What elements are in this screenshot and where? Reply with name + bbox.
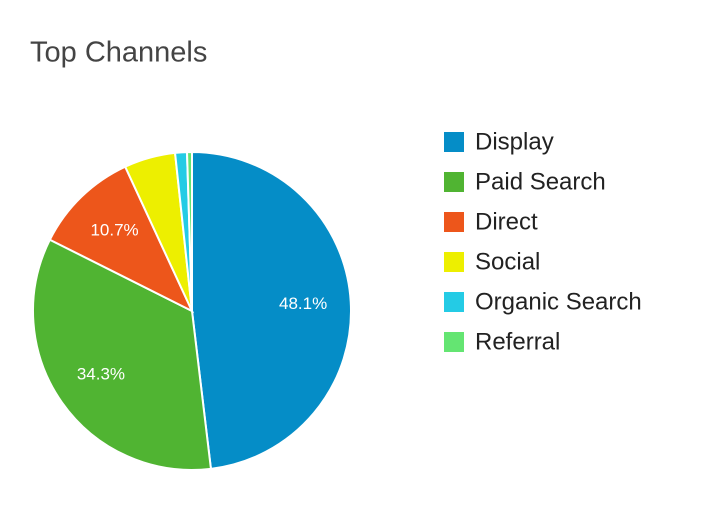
data-label: 10.7% [90,221,138,240]
legend-label: Display [475,128,554,155]
legend-swatch [444,172,464,192]
chart-title: Top Channels [30,37,207,69]
data-label: 48.1% [279,294,327,313]
legend-swatch [444,132,464,152]
legend-label: Paid Search [475,168,606,195]
pie-slice [185,150,193,312]
pie-slice [191,150,352,470]
legend-label: Social [475,248,540,275]
pie-slice [48,165,195,314]
legend-swatch [444,252,464,272]
legend-label: Organic Search [475,288,642,315]
pie-slice [32,238,213,471]
legend-swatch [444,292,464,312]
data-label: 34.3% [77,364,125,383]
legend-swatch [444,212,464,232]
legend-label: Direct [475,208,538,235]
legend-label: Referral [475,328,560,355]
legend-swatch [444,332,464,352]
